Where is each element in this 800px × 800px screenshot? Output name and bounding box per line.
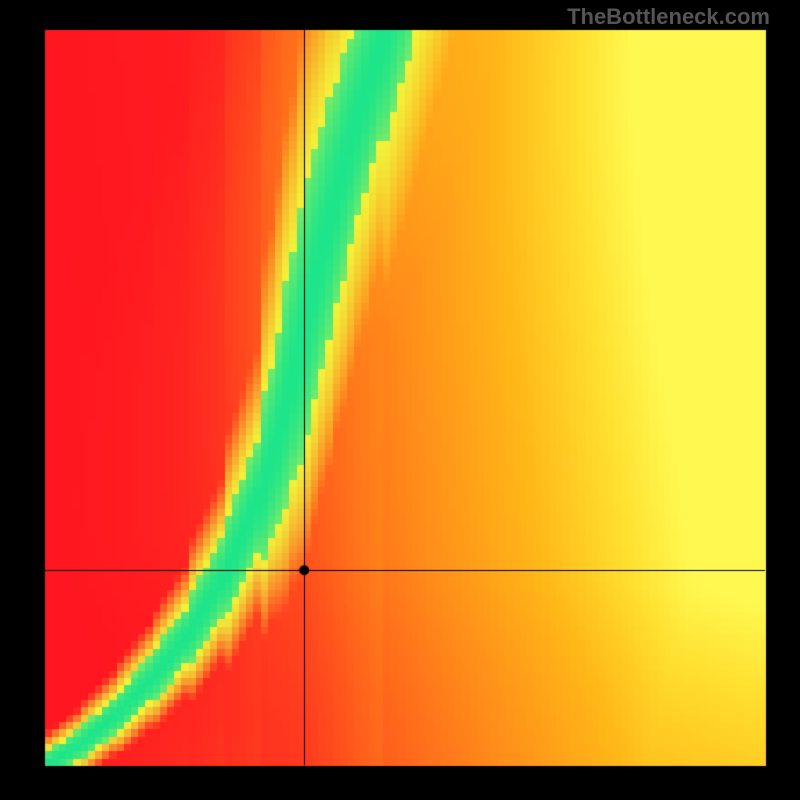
heatmap-canvas (0, 0, 800, 800)
watermark-text: TheBottleneck.com (567, 4, 770, 30)
chart-container: TheBottleneck.com (0, 0, 800, 800)
